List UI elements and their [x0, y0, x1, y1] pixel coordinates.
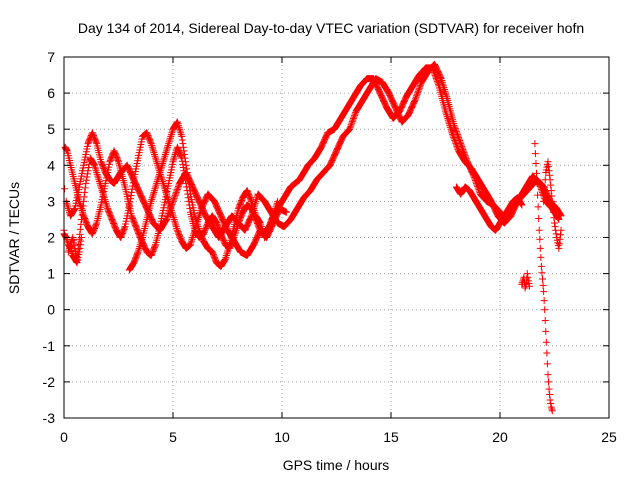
- y-tick-label: 7: [47, 49, 55, 65]
- series-track-9: [540, 158, 565, 252]
- y-tick-label: 4: [47, 157, 55, 173]
- data-point-markers: [125, 118, 282, 274]
- y-tick-label: -1: [43, 338, 56, 354]
- y-tick-label: 6: [47, 85, 55, 101]
- y-tick-label: 1: [47, 266, 55, 282]
- x-tick-label: 0: [60, 429, 68, 445]
- series-track-7: [518, 270, 533, 292]
- y-tick-label: 2: [47, 230, 55, 246]
- data-point-markers: [540, 158, 565, 252]
- series-track-8: [531, 140, 556, 415]
- plot-frame: [63, 56, 610, 419]
- x-tick-label: 25: [601, 429, 617, 445]
- data-point-markers: [518, 270, 533, 292]
- x-tick-label: 10: [274, 429, 290, 445]
- x-axis-label: GPS time / hours: [283, 457, 390, 473]
- x-tick-label: 15: [383, 429, 399, 445]
- x-tick-labels: 0 5 10 15 20 25: [60, 429, 617, 445]
- y-tick-label: 3: [47, 193, 55, 209]
- y-tick-label: 0: [47, 302, 55, 318]
- y-tick-labels: -3 -2 -1 0 1 2 3 4 5 6 7: [43, 49, 56, 426]
- y-tick-label: -3: [43, 410, 56, 426]
- chart-title: Day 134 of 2014, Sidereal Day-to-day VTE…: [78, 20, 584, 36]
- series-track-4: [125, 118, 282, 274]
- x-tick-label: 20: [492, 429, 508, 445]
- data-point-markers: [531, 140, 556, 415]
- y-axis-label: SDTVAR / TECUs: [6, 182, 22, 294]
- y-tick-label: -2: [43, 374, 56, 390]
- x-tick-label: 5: [169, 429, 177, 445]
- series-track-6: [452, 183, 526, 234]
- data-point-markers: [452, 183, 526, 234]
- y-tick-label: 5: [47, 121, 55, 137]
